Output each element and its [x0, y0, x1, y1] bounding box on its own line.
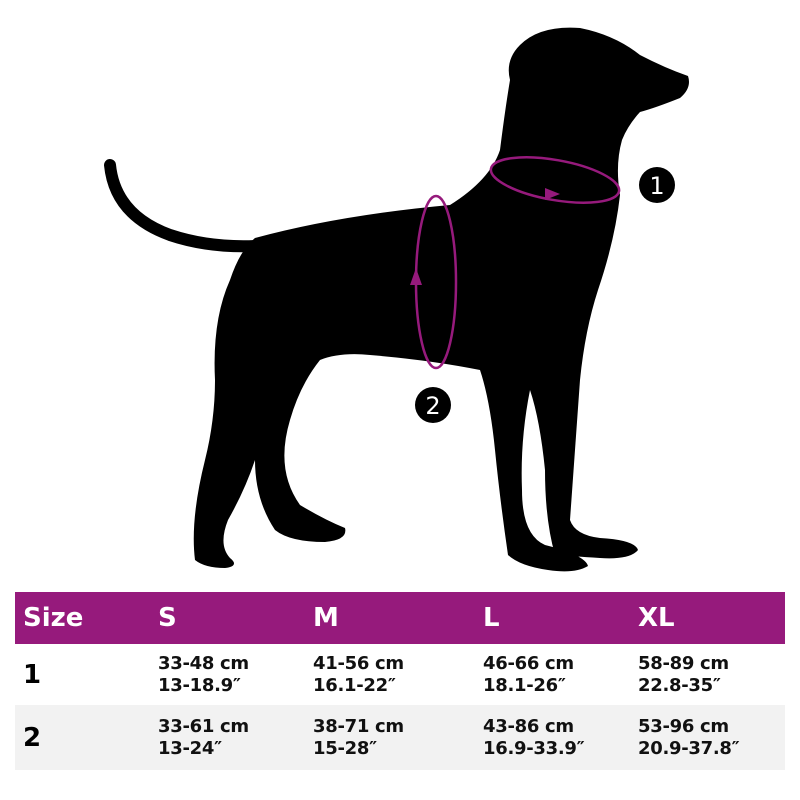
dog-silhouette	[193, 27, 689, 572]
table-cell: 46-66 cm 18.1-26″	[483, 652, 574, 696]
row-label: 2	[23, 722, 42, 753]
dog-silhouette-diagram: 1 2	[104, 27, 689, 572]
size-table: Size S M L XL 1 33-48 cm 13-18.9″ 41-56 c…	[15, 592, 785, 770]
table-row: 1 33-48 cm 13-18.9″ 41-56 cm 16.1-22″ 46-6…	[15, 644, 785, 705]
table-cell: 43-86 cm 16.9-33.9″	[483, 715, 585, 759]
header-size: Size	[23, 603, 84, 633]
table-header: Size S M L XL	[15, 592, 785, 644]
table-cell: 41-56 cm 16.1-22″	[313, 652, 404, 696]
table-row: 2 33-61 cm 13-24″ 38-71 cm 15-28″ 43-86 cm…	[15, 705, 785, 770]
chest-arrow-icon	[410, 268, 422, 285]
table-cell: 38-71 cm 15-28″	[313, 715, 404, 759]
dog-tail	[104, 159, 276, 253]
neck-measure-ellipse	[489, 156, 621, 204]
marker-1-circle	[639, 167, 675, 203]
marker-1-label: 1	[649, 172, 664, 200]
marker-2-label: 2	[425, 392, 440, 420]
table-cell: 53-96 cm 20.9-37.8″	[638, 715, 740, 759]
marker-2-circle	[415, 387, 451, 423]
table-cell: 58-89 cm 22.8-35″	[638, 652, 729, 696]
header-xl: XL	[638, 603, 675, 633]
table-cell: 33-61 cm 13-24″	[158, 715, 249, 759]
neck-arrow-icon	[545, 188, 560, 200]
table-cell: 33-48 cm 13-18.9″	[158, 652, 249, 696]
header-s: S	[158, 603, 177, 633]
row-label: 1	[23, 659, 42, 690]
header-l: L	[483, 603, 500, 633]
header-m: M	[313, 603, 339, 633]
